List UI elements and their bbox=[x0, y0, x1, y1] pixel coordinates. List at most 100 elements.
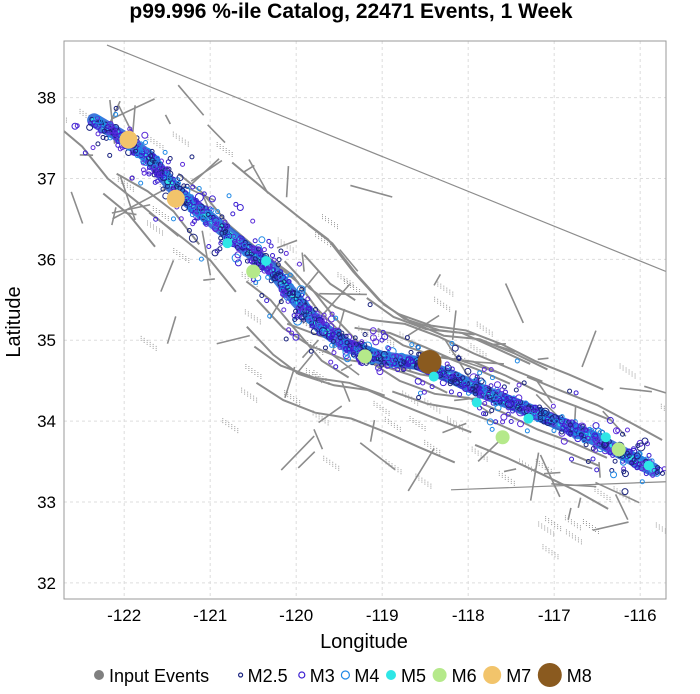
event-ring bbox=[234, 251, 242, 259]
event-ring bbox=[198, 256, 204, 262]
major-event-m5 bbox=[643, 460, 654, 471]
event-ring bbox=[386, 345, 392, 351]
event-ring bbox=[504, 401, 510, 407]
event-ring bbox=[574, 435, 582, 443]
event-ring bbox=[112, 129, 118, 135]
event-ring bbox=[409, 342, 415, 348]
event-ring bbox=[296, 308, 302, 314]
event-ring bbox=[367, 302, 373, 308]
event-ring bbox=[174, 183, 180, 189]
event-ring bbox=[505, 411, 511, 417]
event-ring bbox=[372, 338, 380, 346]
y-tick-label: 32 bbox=[37, 574, 56, 593]
event-ring bbox=[378, 357, 384, 363]
event-ring bbox=[409, 358, 415, 364]
fault-line bbox=[369, 419, 376, 442]
event-ring bbox=[489, 408, 495, 414]
event-ring bbox=[301, 306, 307, 312]
event-ring bbox=[524, 428, 530, 434]
event-ring bbox=[494, 386, 500, 392]
fault-line bbox=[324, 348, 360, 376]
event-ring bbox=[560, 437, 568, 445]
event-ring bbox=[342, 352, 350, 360]
legend-marker bbox=[94, 670, 104, 680]
fault-line bbox=[529, 452, 540, 501]
event-ring bbox=[369, 334, 377, 342]
event-ring bbox=[188, 233, 198, 243]
legend-marker bbox=[340, 670, 350, 680]
event-ring bbox=[342, 348, 350, 356]
event-ring bbox=[633, 452, 641, 460]
fault-line bbox=[340, 363, 353, 372]
event-ring bbox=[517, 420, 525, 428]
event-ring bbox=[593, 447, 599, 453]
event-ring bbox=[143, 152, 149, 158]
event-ring bbox=[516, 382, 522, 388]
fault-line bbox=[297, 451, 316, 469]
event-ring bbox=[305, 316, 313, 324]
fault-line bbox=[164, 114, 172, 125]
event-ring bbox=[160, 186, 166, 192]
y-tick-label: 38 bbox=[37, 89, 56, 108]
event-ring bbox=[101, 128, 107, 134]
event-ring bbox=[404, 335, 410, 341]
legend-label: Input Events bbox=[109, 666, 209, 686]
event-ring bbox=[550, 403, 556, 409]
event-ring bbox=[138, 141, 144, 147]
event-ring bbox=[208, 214, 214, 220]
event-ring bbox=[515, 399, 521, 405]
event-ring bbox=[162, 174, 168, 180]
fault-line bbox=[102, 192, 156, 248]
event-ring bbox=[277, 275, 283, 281]
event-markers bbox=[71, 105, 666, 496]
event-ring bbox=[532, 412, 538, 418]
event-ring bbox=[579, 423, 585, 429]
event-ring bbox=[455, 372, 461, 378]
event-ring bbox=[265, 274, 271, 280]
event-ring bbox=[551, 428, 557, 434]
event-ring bbox=[466, 387, 472, 393]
plot-area bbox=[64, 41, 666, 599]
event-ring bbox=[297, 301, 303, 307]
event-ring bbox=[564, 427, 570, 433]
event-ring bbox=[280, 274, 286, 280]
fault-line bbox=[619, 387, 652, 393]
event-ring bbox=[283, 336, 289, 342]
plot-frame bbox=[63, 40, 667, 600]
event-ring bbox=[86, 123, 94, 131]
event-ring bbox=[189, 154, 195, 160]
event-ring bbox=[254, 246, 262, 254]
event-ring bbox=[585, 436, 591, 442]
event-ring bbox=[489, 426, 495, 432]
event-ring bbox=[635, 443, 641, 449]
event-ring bbox=[610, 452, 616, 458]
event-ring bbox=[343, 355, 351, 363]
event-ring bbox=[267, 313, 273, 319]
fault-line bbox=[592, 521, 629, 532]
event-ring bbox=[82, 150, 88, 156]
event-ring bbox=[258, 251, 264, 257]
event-ring bbox=[621, 488, 629, 496]
event-ring bbox=[107, 152, 113, 158]
legend-marker bbox=[483, 666, 502, 684]
event-ring bbox=[659, 470, 665, 476]
event-ring bbox=[515, 394, 523, 402]
event-ring bbox=[275, 262, 281, 268]
fault-line bbox=[391, 390, 599, 467]
event-ring bbox=[215, 209, 221, 215]
event-ring bbox=[513, 402, 519, 408]
y-tick-label: 37 bbox=[37, 169, 56, 188]
event-ring bbox=[448, 379, 454, 385]
event-ring bbox=[573, 430, 579, 436]
event-ring bbox=[138, 180, 144, 186]
event-ring bbox=[278, 269, 284, 275]
event-ring bbox=[583, 442, 589, 448]
fault-line bbox=[323, 283, 351, 315]
event-ring bbox=[605, 446, 611, 452]
fault-line bbox=[302, 270, 320, 291]
event-ring bbox=[521, 380, 527, 386]
event-ring bbox=[310, 323, 316, 329]
event-ring bbox=[149, 148, 155, 154]
event-ring bbox=[401, 359, 407, 365]
event-ring bbox=[629, 460, 635, 466]
